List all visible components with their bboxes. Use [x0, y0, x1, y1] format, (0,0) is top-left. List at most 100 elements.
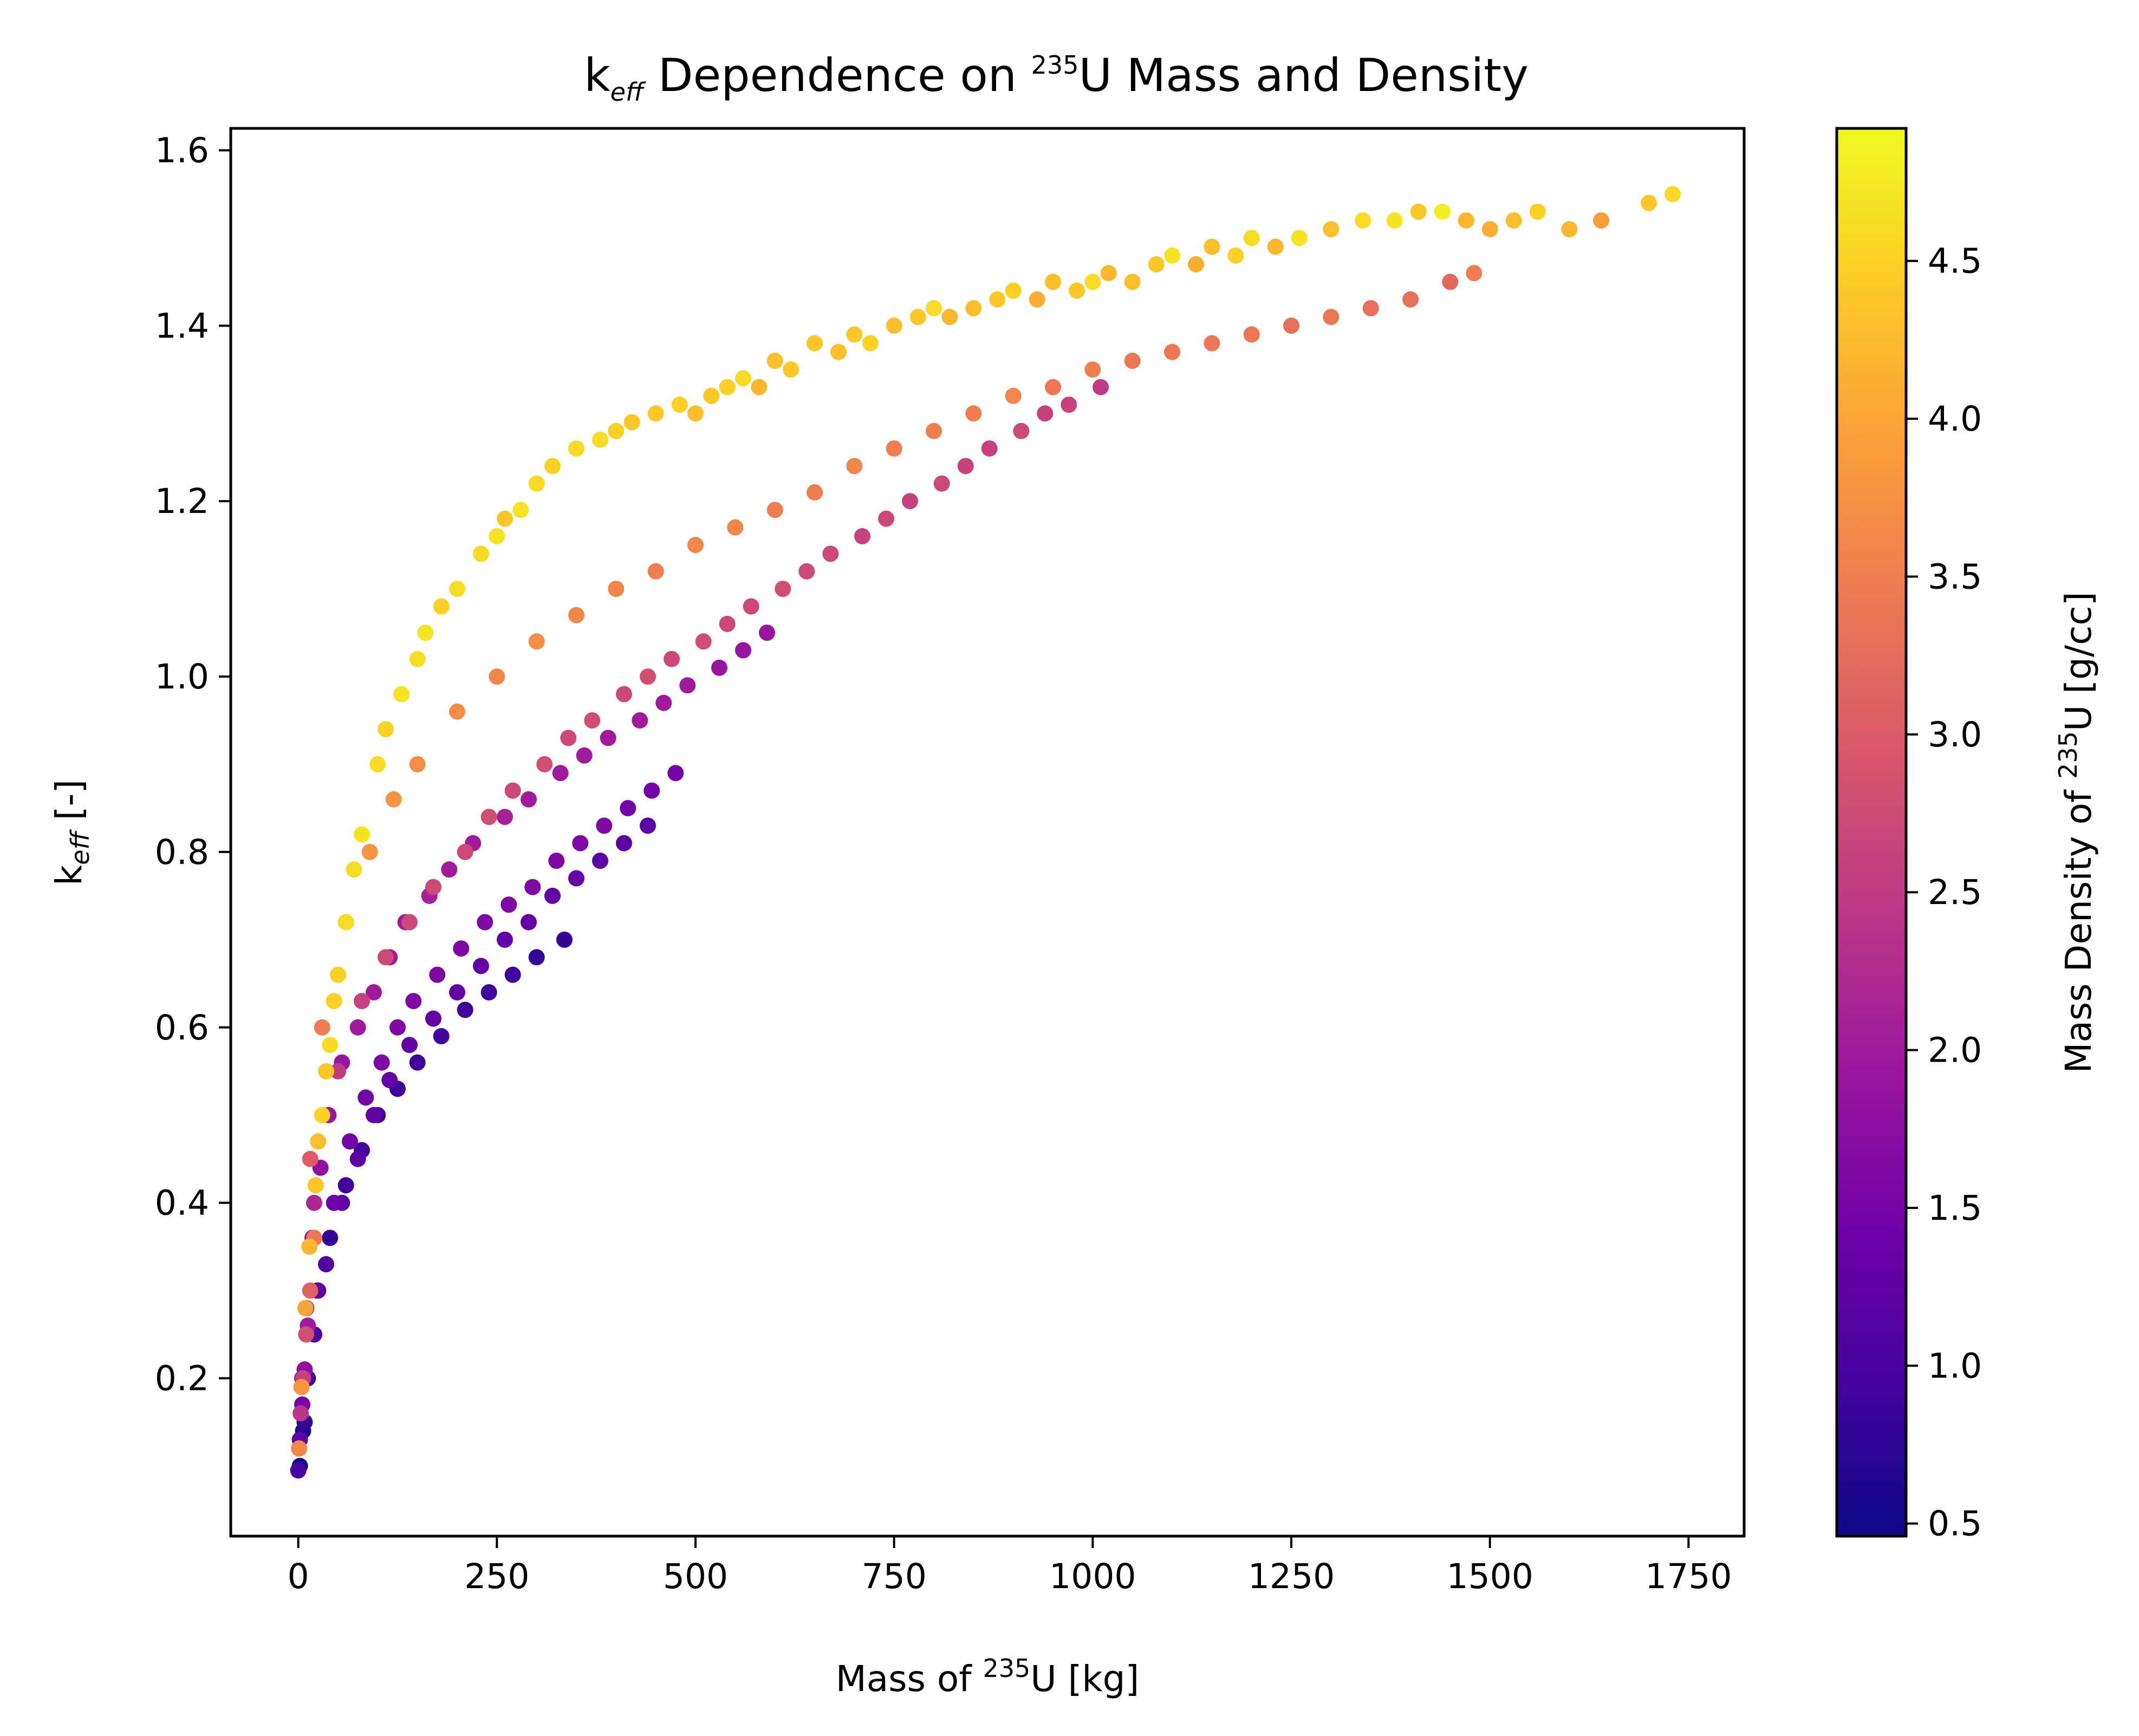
- data-point: [965, 300, 982, 316]
- data-point: [981, 440, 998, 457]
- data-point: [544, 887, 561, 904]
- data-point: [1458, 212, 1474, 229]
- data-point: [1148, 256, 1165, 272]
- data-point: [489, 528, 505, 544]
- data-point: [473, 545, 489, 562]
- data-point: [1529, 203, 1546, 220]
- colorbar-tick-label: 2.0: [1928, 1031, 1982, 1070]
- data-point: [1093, 379, 1109, 395]
- data-point: [1641, 194, 1657, 211]
- data-point: [373, 1054, 390, 1071]
- data-point: [326, 993, 342, 1010]
- data-point: [291, 1440, 308, 1457]
- data-point: [886, 440, 902, 457]
- data-point: [417, 625, 434, 641]
- data-point: [830, 343, 847, 360]
- data-point: [393, 686, 410, 703]
- data-point: [592, 431, 608, 448]
- data-point: [480, 809, 497, 825]
- data-point: [695, 633, 712, 650]
- data-point: [409, 651, 426, 667]
- data-point: [1243, 230, 1260, 246]
- y-tick-label: 0.6: [155, 1008, 209, 1048]
- data-point: [1505, 212, 1522, 229]
- data-points: [290, 186, 1681, 1479]
- data-point: [405, 993, 422, 1010]
- data-point: [361, 843, 378, 860]
- data-point: [298, 1326, 315, 1343]
- data-point: [1665, 186, 1681, 203]
- data-point: [759, 625, 775, 641]
- data-point: [1481, 221, 1498, 238]
- data-point: [429, 966, 446, 983]
- colorbar: 0.5 1.0 1.5 2.0 2.5 3.0 3.5 4.0 4.5: [1835, 127, 1982, 1544]
- data-point: [524, 879, 541, 895]
- data-point: [290, 1462, 307, 1479]
- data-point: [1069, 282, 1085, 299]
- data-point: [1100, 265, 1117, 282]
- data-point: [608, 422, 625, 439]
- data-point: [751, 379, 768, 395]
- data-point: [433, 598, 450, 615]
- data-point: [528, 475, 545, 492]
- data-point: [457, 1002, 473, 1018]
- data-point: [807, 335, 823, 352]
- data-point: [568, 607, 584, 623]
- data-point: [477, 914, 493, 931]
- data-point: [318, 1256, 334, 1272]
- y-tick-label: 0.4: [155, 1184, 209, 1223]
- data-point: [735, 370, 751, 387]
- data-point: [378, 949, 394, 966]
- data-point: [489, 668, 505, 685]
- data-point: [743, 598, 759, 615]
- data-point: [512, 502, 529, 518]
- data-point: [1386, 212, 1403, 229]
- data-point: [293, 1379, 310, 1395]
- y-axis-label: keff [-]: [48, 779, 95, 886]
- data-point: [1188, 256, 1204, 272]
- data-point: [556, 931, 573, 948]
- data-point: [1593, 212, 1609, 229]
- x-tick-label: 250: [464, 1557, 529, 1596]
- data-point: [798, 563, 815, 580]
- y-tick-label: 0.8: [155, 833, 209, 872]
- data-point: [640, 817, 656, 834]
- data-point: [1362, 300, 1379, 316]
- x-axis-ticks: 0 250 500 750 1000 1250 1500 1750: [288, 1536, 1732, 1596]
- data-point: [687, 405, 704, 422]
- data-point: [1323, 221, 1340, 238]
- data-point: [616, 835, 632, 851]
- colorbar-tick-label: 2.5: [1928, 873, 1982, 912]
- data-point: [616, 686, 632, 703]
- colorbar-tick-label: 3.0: [1928, 715, 1982, 755]
- data-point: [1355, 212, 1371, 229]
- data-point: [378, 721, 394, 738]
- colorbar-tick-label: 3.5: [1928, 557, 1982, 596]
- x-tick-label: 1500: [1446, 1557, 1533, 1596]
- data-point: [354, 826, 370, 843]
- y-tick-label: 0.2: [155, 1359, 209, 1399]
- data-point: [1029, 291, 1045, 308]
- data-point: [719, 615, 736, 632]
- data-point: [846, 458, 863, 474]
- colorbar-tick-label: 4.0: [1928, 399, 1982, 439]
- data-point: [292, 1405, 309, 1422]
- data-point: [544, 458, 561, 474]
- data-point: [349, 1019, 366, 1036]
- data-point: [1013, 422, 1030, 439]
- data-point: [307, 1177, 324, 1194]
- plot-area: [229, 127, 1746, 1538]
- y-tick-label: 1.4: [155, 306, 209, 346]
- data-point: [926, 300, 942, 316]
- data-point: [318, 1063, 334, 1080]
- data-point: [941, 309, 958, 326]
- data-point: [441, 861, 458, 878]
- data-point: [401, 914, 418, 931]
- data-point: [497, 931, 513, 948]
- x-tick-label: 1000: [1049, 1557, 1136, 1596]
- colorbar-tick-label: 1.0: [1928, 1346, 1982, 1386]
- data-point: [766, 353, 783, 369]
- data-point: [679, 677, 696, 694]
- data-point: [302, 1150, 318, 1167]
